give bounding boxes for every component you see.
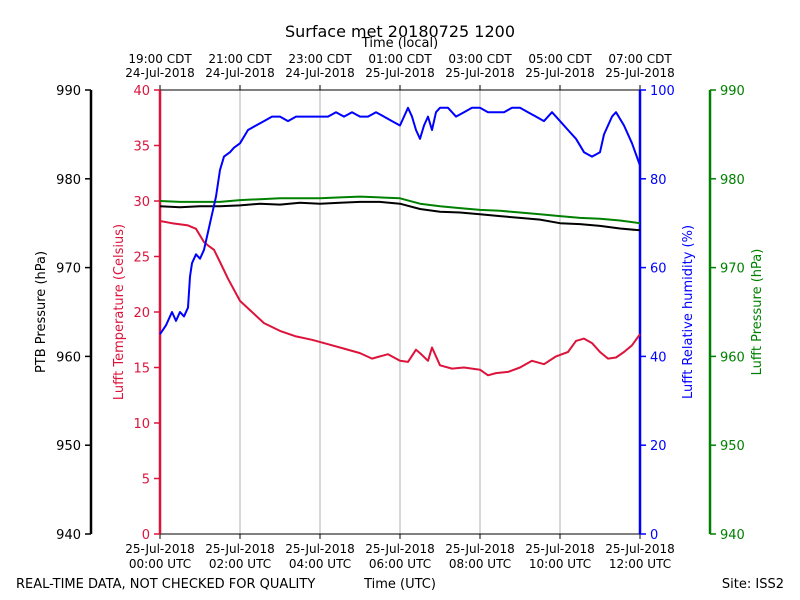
temp-tick-label: 35 — [133, 140, 150, 155]
bottom-tick-time: 02:00 UTC — [209, 557, 271, 571]
lufft-p-axis-label: Lufft Pressure (hPa) — [750, 249, 765, 376]
rh-tick-label: 100 — [650, 84, 675, 99]
top-tick-time: 23:00 CDT — [288, 52, 352, 66]
top-tick-date: 24-Jul-2018 — [285, 66, 355, 80]
temp-axis-label: Lufft Temperature (Celsius) — [112, 224, 127, 400]
bottom-tick-time: 06:00 UTC — [369, 557, 431, 571]
series-line-lufft-relative-humidity — [159, 106, 641, 335]
temp-tick-label: 10 — [133, 417, 150, 432]
top-tick-time: 05:00 CDT — [528, 52, 592, 66]
top-tick-time: 01:00 CDT — [368, 52, 432, 66]
series-line-lufft-temperature — [159, 220, 641, 377]
rh-tick-label: 40 — [650, 350, 667, 365]
top-tick-time: 03:00 CDT — [448, 52, 512, 66]
top-tick-date: 25-Jul-2018 — [365, 66, 435, 80]
rh-tick-label: 20 — [650, 439, 667, 454]
top-tick-date: 25-Jul-2018 — [605, 66, 675, 80]
bottom-tick-time: 12:00 UTC — [609, 557, 671, 571]
top-axis-label: Time (local) — [361, 36, 438, 51]
lufft_p-tick-label: 990 — [720, 84, 745, 99]
top-tick-date: 24-Jul-2018 — [205, 66, 275, 80]
series-group — [159, 106, 641, 377]
lufft_p-tick-label: 950 — [720, 439, 745, 454]
bottom-tick-time: 10:00 UTC — [529, 557, 591, 571]
top-tick-date: 25-Jul-2018 — [445, 66, 515, 80]
rh-axis-label: Lufft Relative humidity (%) — [681, 225, 696, 399]
series-line-lufft-pressure — [159, 195, 641, 225]
temp-tick-label: 25 — [133, 251, 150, 266]
ptb-tick-label: 950 — [56, 439, 81, 454]
footer-left: REAL-TIME DATA, NOT CHECKED FOR QUALITY — [16, 577, 315, 592]
ptb-tick-label: 980 — [56, 173, 81, 188]
bottom-tick-time: 08:00 UTC — [449, 557, 511, 571]
lufft_p-tick-label: 940 — [720, 528, 745, 543]
bottom-tick-date: 25-Jul-2018 — [205, 542, 275, 556]
grid-lines — [239, 90, 561, 534]
top-tick-date: 25-Jul-2018 — [525, 66, 595, 80]
bottom-tick-date: 25-Jul-2018 — [125, 542, 195, 556]
x-axis-label: Time (UTC) — [363, 577, 436, 592]
temp-tick-label: 30 — [133, 195, 150, 210]
bottom-tick-date: 25-Jul-2018 — [605, 542, 675, 556]
rh-tick-label: 60 — [650, 262, 667, 277]
top-tick-date: 24-Jul-2018 — [125, 66, 195, 80]
ptb-tick-label: 940 — [56, 528, 81, 543]
temp-tick-label: 15 — [133, 362, 150, 377]
top-tick-time: 07:00 CDT — [608, 52, 672, 66]
rh-tick-label: 0 — [650, 528, 658, 543]
lufft-pressure-axis: 940 950 960 970 980 990 — [708, 84, 745, 543]
temp-tick-label: 40 — [133, 84, 150, 99]
temp-tick-label: 5 — [142, 473, 150, 488]
top-tick-time: 19:00 CDT — [128, 52, 192, 66]
lufft_p-tick-label: 980 — [720, 173, 745, 188]
ptb-axis-label: PTB Pressure (hPa) — [34, 251, 49, 373]
series-line-ptb-pressure — [159, 200, 641, 232]
footer-right: Site: ISS2 — [722, 577, 784, 592]
ptb-pressure-axis: 940 950 960 970 980 990 — [56, 84, 93, 543]
ptb-tick-label: 970 — [56, 262, 81, 277]
temp-tick-label: 0 — [142, 528, 150, 543]
ptb-tick-label: 960 — [56, 350, 81, 365]
lufft_p-tick-label: 970 — [720, 262, 745, 277]
bottom-tick-date: 25-Jul-2018 — [285, 542, 355, 556]
bottom-tick-time: 00:00 UTC — [129, 557, 191, 571]
bottom-tick-date: 25-Jul-2018 — [445, 542, 515, 556]
bottom-tick-date: 25-Jul-2018 — [525, 542, 595, 556]
temp-tick-label: 20 — [133, 306, 150, 321]
rh-tick-label: 80 — [650, 173, 667, 188]
lufft_p-tick-label: 960 — [720, 350, 745, 365]
temperature-axis: 0 5 10 15 20 25 30 35 40 — [133, 84, 162, 543]
bottom-tick-date: 25-Jul-2018 — [365, 542, 435, 556]
chart-title: Surface met 20180725 1200 — [285, 22, 515, 41]
bottom-tick-time: 04:00 UTC — [289, 557, 351, 571]
top-tick-time: 21:00 CDT — [208, 52, 272, 66]
ptb-tick-label: 990 — [56, 84, 81, 99]
